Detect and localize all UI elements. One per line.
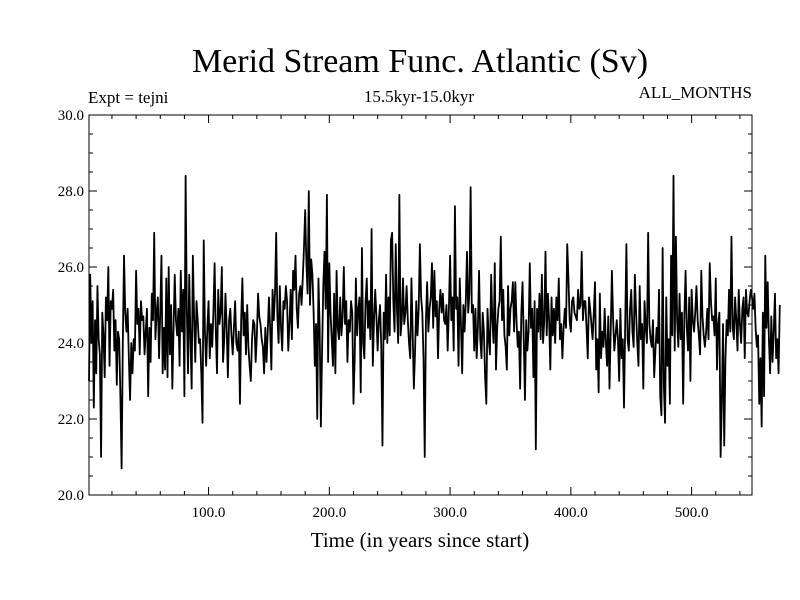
x-tick-label: 500.0 [675,505,709,521]
y-axis: 20.0 22.0 24.0 26.0 28.0 30.0 [58,108,752,504]
x-axis-label: Time (in years since start) [311,528,530,552]
y-tick-label: 22.0 [58,412,84,428]
x-tick-label: 300.0 [433,505,467,521]
y-tick-label: 24.0 [58,336,84,352]
x-axis: 100.0 200.0 300.0 400.0 500.0 [111,115,741,521]
x-tick-label: 200.0 [312,505,346,521]
x-tick-label: 100.0 [192,505,226,521]
y-tick-label: 26.0 [58,260,84,276]
months-label: ALL_MONTHS [639,83,752,102]
experiment-label: Expt = tejni [88,88,169,107]
x-tick-label: 400.0 [554,505,588,521]
y-tick-label: 28.0 [58,184,84,200]
series-line [88,174,781,470]
chart-title: Merid Stream Func. Atlantic (Sv) [192,43,648,80]
plot-frame [88,114,753,496]
y-tick-label: 30.0 [58,108,84,124]
y-tick-label: 20.0 [58,488,84,504]
chart-subtitle: 15.5kyr-15.0kyr [364,87,474,106]
series-layer [88,174,781,470]
